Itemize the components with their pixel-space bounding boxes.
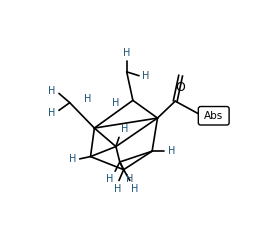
Text: H: H [131,184,139,194]
Text: H: H [142,71,150,81]
Text: H: H [84,94,91,104]
Text: O: O [176,81,186,94]
Text: H: H [49,86,56,96]
Text: H: H [121,124,128,134]
Text: H: H [69,154,77,164]
Text: H: H [106,174,114,184]
Text: H: H [168,146,175,156]
Text: H: H [114,184,121,194]
Text: H: H [126,174,133,184]
Text: H: H [123,48,130,58]
Text: Abs: Abs [204,111,223,121]
FancyBboxPatch shape [198,107,229,125]
Text: H: H [49,108,56,119]
Text: H: H [112,98,119,108]
